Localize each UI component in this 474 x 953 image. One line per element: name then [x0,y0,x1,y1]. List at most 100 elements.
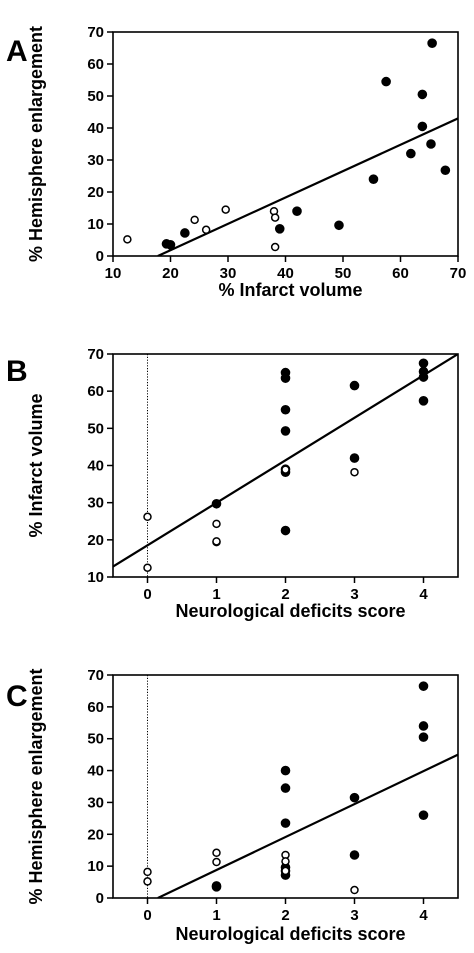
x-tick-label: 4 [419,586,428,603]
data-point-filled [280,783,291,793]
chart-panel-b: B 0 1 2 3 4 10 20 30 40 50 60 70 Neurological deficit… [6,346,459,621]
data-point-open [212,857,221,867]
data-point-filled [349,792,360,803]
y-tick-label: 40 [87,120,104,137]
y-axis-label: % Hemisphere enlargement [26,668,46,904]
regression-line [157,117,458,256]
data-point-open [350,467,359,477]
data-point-open [123,235,132,244]
x-tick-label: 10 [105,265,122,282]
x-tick-label: 0 [143,907,151,924]
data-point-open [270,213,280,222]
y-tick-label: 0 [96,890,104,907]
data-point-filled [280,426,291,436]
y-tick-label: 50 [87,731,104,748]
data-point-filled [274,224,285,234]
x-tick-label: 70 [450,265,467,282]
data-point-filled [418,372,429,382]
data-point-open [281,857,290,866]
data-point-open [201,225,211,235]
data-point-filled [417,121,428,132]
data-point-filled [418,396,429,406]
data-point-open [143,512,152,522]
data-point-filled [426,139,436,149]
y-tick-label: 30 [87,495,104,512]
y-tick-label: 50 [87,420,104,437]
data-point-filled [280,404,291,415]
y-tick-label: 60 [87,56,104,73]
x-tick-label: 60 [392,265,409,282]
data-point-open [350,885,359,895]
plot-frame [112,31,459,257]
data-point-filled [418,681,429,691]
data-point-filled [280,525,291,536]
y-tick-label: 10 [87,858,104,875]
panel-letter: A [6,35,28,68]
data-point-filled [418,810,429,820]
x-axis-label: Neurological deficits score [175,601,405,621]
data-point-filled [440,165,451,176]
data-point-filled [406,148,416,159]
y-axis-label: % Hemisphere enlargement [26,26,46,262]
data-point-filled [280,373,291,383]
y-tick-label: 30 [87,794,104,811]
data-point-filled [418,732,429,742]
data-point-filled [165,240,176,250]
x-axis-label: % Infarct volume [218,280,362,300]
x-tick-label: 3 [350,907,358,924]
y-tick-label: 70 [87,346,104,363]
y-tick-label: 0 [96,248,104,265]
x-tick-label: 20 [162,265,179,282]
data-point-filled [280,765,291,776]
data-point-filled [349,453,360,463]
x-tick-label: 1 [212,586,220,603]
data-point-open [143,563,152,572]
y-tick-label: 70 [87,667,104,684]
x-tick-label: 4 [419,907,428,924]
data-point-filled [211,498,222,509]
data-point-filled [292,206,302,216]
data-point-filled [368,174,379,184]
data-point-filled [280,818,291,828]
y-tick-label: 10 [87,569,104,586]
data-point-open [212,519,221,529]
y-tick-label: 40 [87,458,104,475]
x-tick-label: 2 [281,907,289,924]
data-point-open [221,205,230,214]
x-tick-label: 30 [220,265,237,282]
data-point-filled [349,850,360,860]
y-tick-label: 60 [87,383,104,400]
x-axis-label: Neurological deficits score [175,924,405,944]
y-tick-label: 10 [87,216,104,233]
data-point-filled [417,89,428,100]
data-point-open [143,877,152,886]
data-point-open [212,848,221,858]
y-tick-label: 40 [87,763,104,780]
data-point-filled [381,76,391,87]
x-tick-label: 3 [350,586,358,603]
y-tick-label: 20 [87,826,104,843]
y-tick-label: 70 [87,24,104,41]
x-tick-label: 2 [281,586,289,603]
data-point-filled [418,721,429,731]
y-tick-label: 20 [87,532,104,549]
x-tick-label: 1 [212,907,220,924]
data-point-open [143,867,152,877]
data-point-filled [418,358,429,369]
data-point-open [190,215,199,225]
x-tick-label: 0 [143,586,151,603]
y-tick-label: 60 [87,699,104,716]
data-point-filled [334,220,344,231]
data-point-filled [180,228,190,238]
y-tick-label: 20 [87,184,104,201]
data-point-filled [349,380,360,391]
data-point-filled [427,38,437,49]
data-point-open [281,465,290,474]
data-point-open [212,537,221,546]
y-tick-label: 50 [87,88,104,105]
x-tick-label: 50 [335,265,352,282]
y-tick-label: 30 [87,152,104,169]
